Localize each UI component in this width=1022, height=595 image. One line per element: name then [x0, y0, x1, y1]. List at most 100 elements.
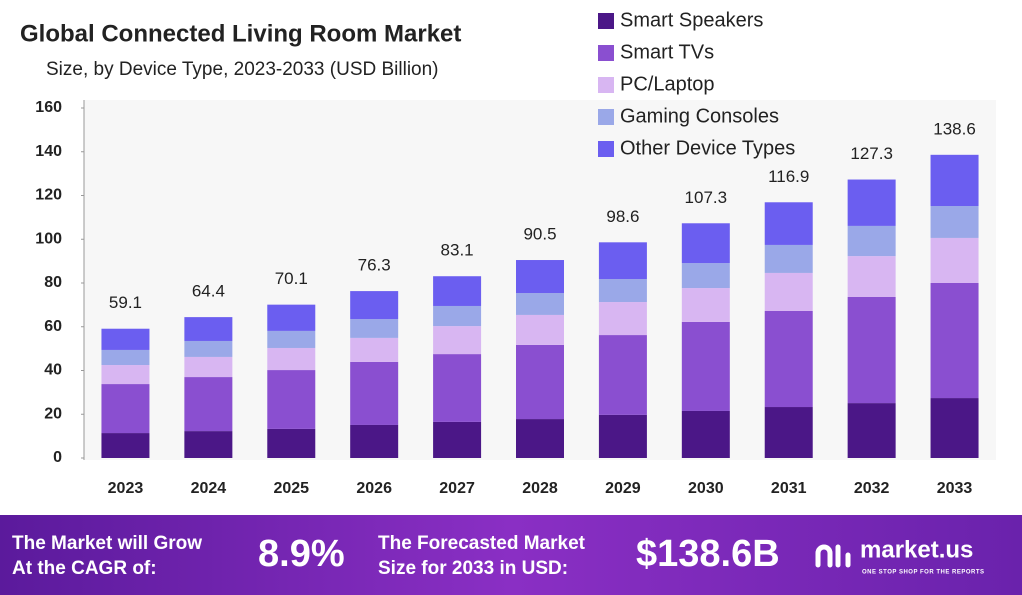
cagr-value: 8.9% — [258, 533, 345, 575]
bar-segment — [433, 305, 482, 327]
bar-segment — [681, 223, 730, 264]
forecast-text: Size for 2033 in USD: — [378, 558, 568, 579]
bar-segment — [681, 410, 730, 458]
legend-label: Other Device Types — [620, 137, 795, 159]
x-tick-label: 2028 — [522, 480, 558, 497]
chart-subtitle: Size, by Device Type, 2023-2033 (USD Bil… — [46, 59, 439, 80]
legend-swatch — [598, 141, 614, 157]
total-label: 138.6 — [933, 119, 976, 138]
bar-segment — [184, 377, 233, 432]
bar-segment — [847, 179, 896, 226]
y-tick-label: 60 — [44, 318, 62, 335]
y-tick-label: 160 — [35, 99, 62, 116]
total-label: 64.4 — [192, 282, 225, 301]
total-label: 76.3 — [358, 256, 391, 275]
bar-segment — [516, 419, 564, 458]
bar-segment — [516, 260, 564, 294]
bar-segment — [598, 414, 647, 458]
total-label: 70.1 — [275, 269, 308, 288]
bar-segment — [516, 314, 564, 345]
bar-segment — [350, 337, 399, 362]
y-tick-label: 40 — [44, 362, 62, 379]
legend-swatch — [598, 45, 614, 61]
bar-segment — [184, 431, 233, 458]
bar-segment — [350, 291, 399, 320]
bar-segment — [681, 288, 730, 322]
bar-segment — [101, 384, 150, 434]
y-tick-label: 0 — [53, 449, 62, 466]
x-tick-label: 2026 — [356, 480, 392, 497]
bar-segment — [847, 225, 896, 257]
forecast-value: $138.6B — [636, 533, 780, 575]
bar-segment — [847, 256, 896, 297]
bar-segment — [598, 335, 647, 415]
x-tick-label: 2029 — [605, 480, 641, 497]
bar-segment — [516, 344, 564, 420]
y-tick-label: 100 — [35, 230, 62, 247]
bar-segment — [764, 311, 813, 408]
bar-segment — [101, 328, 150, 350]
bar-segment — [101, 365, 150, 385]
total-label: 116.9 — [768, 167, 809, 186]
bar-segment — [930, 398, 979, 458]
bar-segment — [598, 302, 647, 336]
brand: market.us — [860, 536, 973, 563]
cagr-text: At the CAGR of: — [12, 558, 157, 579]
legend-label: Smart Speakers — [620, 9, 763, 31]
bar-segment — [930, 154, 979, 206]
y-tick-label: 20 — [44, 405, 62, 422]
legend-swatch — [598, 109, 614, 125]
bar-segment — [764, 407, 813, 458]
legend-label: Gaming Consoles — [620, 105, 779, 127]
bar-segment — [267, 370, 316, 429]
bar-segment — [267, 347, 316, 371]
bar-segment — [847, 403, 896, 458]
logo-icon — [815, 544, 851, 568]
bar-segment — [433, 421, 482, 458]
tagline: ONE STOP SHOP FOR THE REPORTS — [862, 570, 985, 576]
x-tick-label: 2032 — [854, 480, 890, 497]
bar-segment — [267, 304, 316, 331]
bar-segment — [433, 276, 482, 306]
banner: The Market will Grow At the CAGR of: 8.9… — [0, 515, 1022, 595]
bar-segment — [350, 361, 399, 425]
bar-segment — [847, 297, 896, 404]
bar-segment — [681, 263, 730, 289]
x-tick-label: 2024 — [191, 480, 227, 497]
bar-segment — [764, 272, 813, 311]
y-tick-label: 120 — [35, 187, 62, 204]
bar-segment — [184, 340, 233, 357]
legend-label: PC/Laptop — [620, 73, 715, 95]
bar-segment — [350, 424, 399, 458]
forecast-text: The Forecasted Market — [378, 533, 586, 554]
bar-segment — [930, 283, 979, 399]
bar-segment — [764, 202, 813, 245]
y-tick-label: 140 — [35, 143, 62, 160]
bar-segment — [350, 319, 399, 338]
total-label: 107.3 — [685, 188, 728, 207]
bar-segment — [101, 349, 150, 366]
total-label: 127.3 — [850, 144, 893, 163]
bar-segment — [598, 279, 647, 303]
total-label: 83.1 — [441, 241, 474, 260]
y-tick-label: 80 — [44, 274, 62, 291]
bar-segment — [930, 206, 979, 238]
banner-bg — [0, 515, 1022, 595]
bar-segment — [433, 326, 482, 355]
x-tick-label: 2033 — [937, 480, 973, 497]
bar-segment — [433, 354, 482, 422]
cagr-text: The Market will Grow — [12, 533, 202, 554]
legend-label: Smart TVs — [620, 41, 714, 63]
x-tick-label: 2023 — [108, 480, 144, 497]
bar-segment — [184, 356, 233, 378]
bar-segment — [101, 433, 150, 458]
bar-segment — [930, 237, 979, 283]
total-label: 98.6 — [606, 207, 639, 226]
x-tick-label: 2027 — [439, 480, 475, 497]
bar-segment — [184, 317, 233, 341]
bar-segment — [267, 330, 316, 348]
legend-swatch — [598, 13, 614, 29]
legend-swatch — [598, 77, 614, 93]
x-tick-label: 2031 — [771, 480, 807, 497]
